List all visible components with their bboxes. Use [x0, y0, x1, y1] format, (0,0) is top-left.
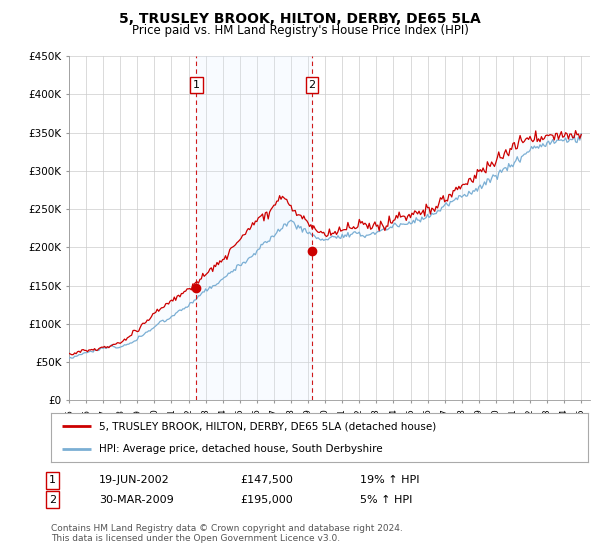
Text: HPI: Average price, detached house, South Derbyshire: HPI: Average price, detached house, Sout…	[100, 444, 383, 454]
Text: 2: 2	[49, 494, 56, 505]
Text: £195,000: £195,000	[240, 494, 293, 505]
Bar	[196, 56, 312, 400]
Text: £147,500: £147,500	[240, 475, 293, 486]
Text: 30-MAR-2009: 30-MAR-2009	[99, 494, 174, 505]
Text: 2: 2	[308, 80, 316, 90]
Text: 5, TRUSLEY BROOK, HILTON, DERBY, DE65 5LA (detached house): 5, TRUSLEY BROOK, HILTON, DERBY, DE65 5L…	[100, 421, 437, 431]
Text: 1: 1	[193, 80, 200, 90]
Text: 1: 1	[49, 475, 56, 486]
Text: Contains HM Land Registry data © Crown copyright and database right 2024.
This d: Contains HM Land Registry data © Crown c…	[51, 524, 403, 543]
Text: 5% ↑ HPI: 5% ↑ HPI	[360, 494, 412, 505]
Text: 19-JUN-2002: 19-JUN-2002	[99, 475, 170, 486]
Text: 5, TRUSLEY BROOK, HILTON, DERBY, DE65 5LA: 5, TRUSLEY BROOK, HILTON, DERBY, DE65 5L…	[119, 12, 481, 26]
Text: Price paid vs. HM Land Registry's House Price Index (HPI): Price paid vs. HM Land Registry's House …	[131, 24, 469, 37]
Text: 19% ↑ HPI: 19% ↑ HPI	[360, 475, 419, 486]
